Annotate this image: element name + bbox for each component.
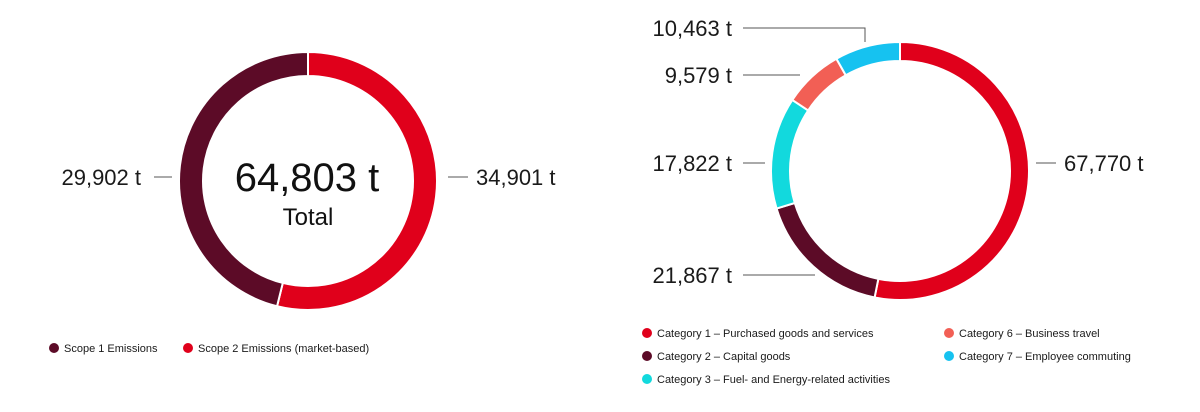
legend-swatch (642, 351, 652, 361)
donut-slice-category-6-business-travel (790, 57, 848, 112)
legend-label: Scope 2 Emissions (market-based) (198, 343, 369, 355)
legend-swatch (183, 343, 193, 353)
data-label-category-6-business-travel: 9,579 t (665, 63, 732, 88)
data-label-scope-2-emissions-market-based: 34,901 t (476, 165, 556, 190)
legend-label: Category 6 – Business travel (959, 328, 1100, 340)
data-label-category-7-employee-commuting: 10,463 t (652, 16, 732, 41)
legend-swatch (944, 328, 954, 338)
category-emissions-donut-chart: 10,463 t 9,579 t 17,822 t 21,867 t 67,770 t (652, 16, 1144, 301)
legend-swatch (944, 351, 954, 361)
legend-label: Category 2 – Capital goods (657, 351, 791, 363)
leader-line-category-7-employee-commuting (743, 27, 866, 42)
donut-slice-scope-2-emissions-market-based (275, 50, 438, 311)
legend-swatch (642, 374, 652, 384)
legend-swatch (49, 343, 59, 353)
legend-item-category-3-fuel-and-energy-related-activities: Category 3 – Fuel- and Energy-related ac… (642, 374, 890, 386)
center-total-caption: Total (283, 204, 334, 231)
legend-item-category-2-capital-goods: Category 2 – Capital goods (642, 351, 791, 363)
legend-swatch (642, 328, 652, 338)
donut-slice-category-3-fuel-and-energy-related-activities (770, 98, 810, 210)
legend-label: Category 7 – Employee commuting (959, 351, 1131, 363)
data-label-category-1-purchased-goods-and-services: 67,770 t (1064, 151, 1144, 176)
donut-slice-category-7-employee-commuting (835, 40, 901, 77)
donut-slice-category-1-purchased-goods-and-services (873, 40, 1030, 301)
data-label-category-2-capital-goods: 21,867 t (652, 263, 732, 288)
donut-slice-category-2-capital-goods (775, 201, 880, 299)
donut-slice-scope-1-emissions (178, 50, 309, 308)
legend-label: Scope 1 Emissions (64, 343, 158, 355)
data-label-scope-1-emissions: 29,902 t (61, 165, 141, 190)
legend-item-scope-1-emissions: Scope 1 Emissions (49, 343, 158, 355)
legend-item-category-6-business-travel: Category 6 – Business travel (944, 328, 1100, 340)
data-label-category-3-fuel-and-energy-related-activities: 17,822 t (652, 151, 732, 176)
legend-item-category-1-purchased-goods-and-services: Category 1 – Purchased goods and service… (642, 328, 874, 340)
scope-emissions-donut-chart: 29,902 t 34,901 t (61, 50, 556, 311)
legends: Scope 1 Emissions Scope 2 Emissions (mark… (49, 328, 1131, 386)
legend-item-scope-2-emissions-market-based: Scope 2 Emissions (market-based) (183, 343, 369, 355)
legend-label: Category 3 – Fuel- and Energy-related ac… (657, 374, 890, 386)
legend-label: Category 1 – Purchased goods and service… (657, 328, 874, 340)
legend-item-category-7-employee-commuting: Category 7 – Employee commuting (944, 351, 1131, 363)
center-total-value: 64,803 t (235, 156, 380, 200)
